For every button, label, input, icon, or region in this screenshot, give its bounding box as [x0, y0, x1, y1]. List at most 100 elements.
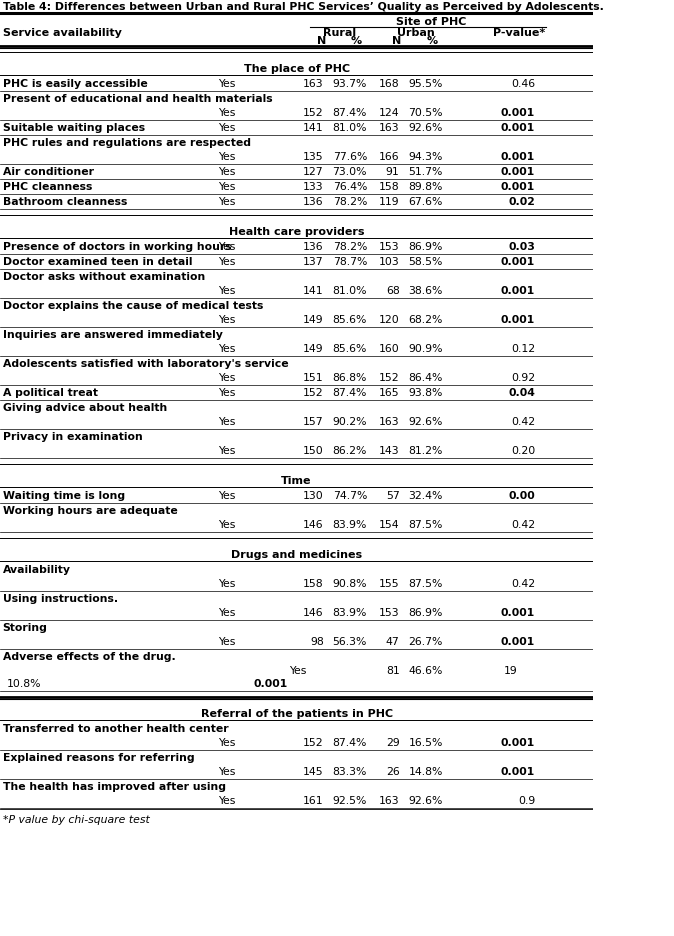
- Text: Yes: Yes: [218, 256, 236, 267]
- Text: 78.7%: 78.7%: [332, 256, 367, 267]
- Text: %: %: [427, 36, 437, 46]
- Text: *P value by chi-square test: *P value by chi-square test: [3, 814, 150, 824]
- Text: Yes: Yes: [218, 314, 236, 325]
- Text: 81.0%: 81.0%: [332, 285, 367, 296]
- Text: 161: 161: [303, 796, 324, 805]
- Text: Bathroom cleanness: Bathroom cleanness: [3, 197, 127, 207]
- Text: Yes: Yes: [218, 108, 236, 118]
- Text: A political treat: A political treat: [3, 388, 98, 398]
- Text: 83.9%: 83.9%: [332, 519, 367, 530]
- Text: 163: 163: [303, 79, 324, 89]
- Text: 143: 143: [379, 446, 400, 456]
- Text: 124: 124: [379, 108, 400, 118]
- Text: 87.4%: 87.4%: [332, 738, 367, 747]
- Text: 168: 168: [379, 79, 400, 89]
- Text: 86.8%: 86.8%: [332, 373, 367, 383]
- Text: Yes: Yes: [218, 167, 236, 177]
- Text: 149: 149: [303, 314, 324, 325]
- Text: %: %: [351, 36, 362, 46]
- Text: Service availability: Service availability: [3, 28, 121, 38]
- Text: 92.6%: 92.6%: [408, 417, 443, 427]
- Text: Yes: Yes: [218, 344, 236, 354]
- Text: 85.6%: 85.6%: [332, 344, 367, 354]
- Text: 83.3%: 83.3%: [332, 767, 367, 776]
- Text: Referral of the patients in PHC: Referral of the patients in PHC: [200, 709, 393, 718]
- Text: 92.6%: 92.6%: [408, 796, 443, 805]
- Text: 0.001: 0.001: [501, 167, 535, 177]
- Text: 0.001: 0.001: [501, 738, 535, 747]
- Text: Availability: Availability: [3, 564, 71, 575]
- Text: Yes: Yes: [218, 446, 236, 456]
- Text: 86.4%: 86.4%: [408, 373, 443, 383]
- Text: 0.001: 0.001: [501, 285, 535, 296]
- Text: Urban: Urban: [396, 28, 434, 38]
- Text: 0.92: 0.92: [511, 373, 535, 383]
- Text: 98: 98: [310, 636, 324, 647]
- Text: 0.04: 0.04: [508, 388, 535, 398]
- Text: 0.03: 0.03: [508, 241, 535, 252]
- Text: Storing: Storing: [3, 622, 47, 633]
- Text: 0.001: 0.001: [501, 108, 535, 118]
- Text: 92.6%: 92.6%: [408, 123, 443, 133]
- Text: Yes: Yes: [218, 373, 236, 383]
- Text: Yes: Yes: [218, 767, 236, 776]
- Text: P-value*: P-value*: [493, 28, 545, 38]
- Text: Yes: Yes: [288, 665, 306, 675]
- Text: 150: 150: [303, 446, 324, 456]
- Text: Rural: Rural: [323, 28, 357, 38]
- Text: 91: 91: [386, 167, 400, 177]
- Text: Explained reasons for referring: Explained reasons for referring: [3, 753, 194, 762]
- Text: Time: Time: [281, 475, 312, 486]
- Text: 0.001: 0.001: [501, 182, 535, 192]
- Text: Giving advice about health: Giving advice about health: [3, 402, 167, 413]
- Text: Yes: Yes: [218, 182, 236, 192]
- Text: Air conditioner: Air conditioner: [3, 167, 94, 177]
- Text: 152: 152: [303, 738, 324, 747]
- Text: 165: 165: [379, 388, 400, 398]
- Text: 0.42: 0.42: [511, 519, 535, 530]
- Text: 10.8%: 10.8%: [7, 679, 42, 688]
- Text: Adverse effects of the drug.: Adverse effects of the drug.: [3, 651, 175, 662]
- Text: 155: 155: [379, 578, 400, 589]
- Text: Yes: Yes: [218, 388, 236, 398]
- Text: 0.42: 0.42: [511, 578, 535, 589]
- Text: 86.9%: 86.9%: [408, 607, 443, 618]
- Text: 119: 119: [379, 197, 400, 207]
- Text: Yes: Yes: [218, 636, 236, 647]
- Text: Using instructions.: Using instructions.: [3, 593, 118, 604]
- Text: 47: 47: [386, 636, 400, 647]
- Text: 137: 137: [303, 256, 324, 267]
- Text: 93.7%: 93.7%: [332, 79, 367, 89]
- Text: Yes: Yes: [218, 519, 236, 530]
- Text: 0.001: 0.001: [253, 679, 288, 688]
- Text: Yes: Yes: [218, 738, 236, 747]
- Text: 19: 19: [504, 665, 518, 675]
- Text: 90.9%: 90.9%: [408, 344, 443, 354]
- Text: 136: 136: [303, 241, 324, 252]
- Text: Yes: Yes: [218, 490, 236, 501]
- Text: 51.7%: 51.7%: [408, 167, 443, 177]
- Text: 166: 166: [379, 152, 400, 162]
- Text: Suitable waiting places: Suitable waiting places: [3, 123, 145, 133]
- Text: Privacy in examination: Privacy in examination: [3, 431, 142, 442]
- Text: Yes: Yes: [218, 607, 236, 618]
- Text: PHC is easily accessible: PHC is easily accessible: [3, 79, 148, 89]
- Text: 68.2%: 68.2%: [408, 314, 443, 325]
- Text: 94.3%: 94.3%: [408, 152, 443, 162]
- Text: PHC cleanness: PHC cleanness: [3, 182, 92, 192]
- Text: 46.6%: 46.6%: [408, 665, 443, 675]
- Text: 163: 163: [379, 796, 400, 805]
- Text: Yes: Yes: [218, 152, 236, 162]
- Text: 70.5%: 70.5%: [408, 108, 443, 118]
- Text: 83.9%: 83.9%: [332, 607, 367, 618]
- Text: 86.9%: 86.9%: [408, 241, 443, 252]
- Text: 38.6%: 38.6%: [408, 285, 443, 296]
- Text: Yes: Yes: [218, 796, 236, 805]
- Text: The place of PHC: The place of PHC: [243, 64, 350, 74]
- Text: 0.9: 0.9: [518, 796, 535, 805]
- Text: Doctor asks without examination: Doctor asks without examination: [3, 271, 205, 282]
- Text: 73.0%: 73.0%: [332, 167, 367, 177]
- Text: 163: 163: [379, 123, 400, 133]
- Text: 151: 151: [303, 373, 324, 383]
- Text: 74.7%: 74.7%: [332, 490, 367, 501]
